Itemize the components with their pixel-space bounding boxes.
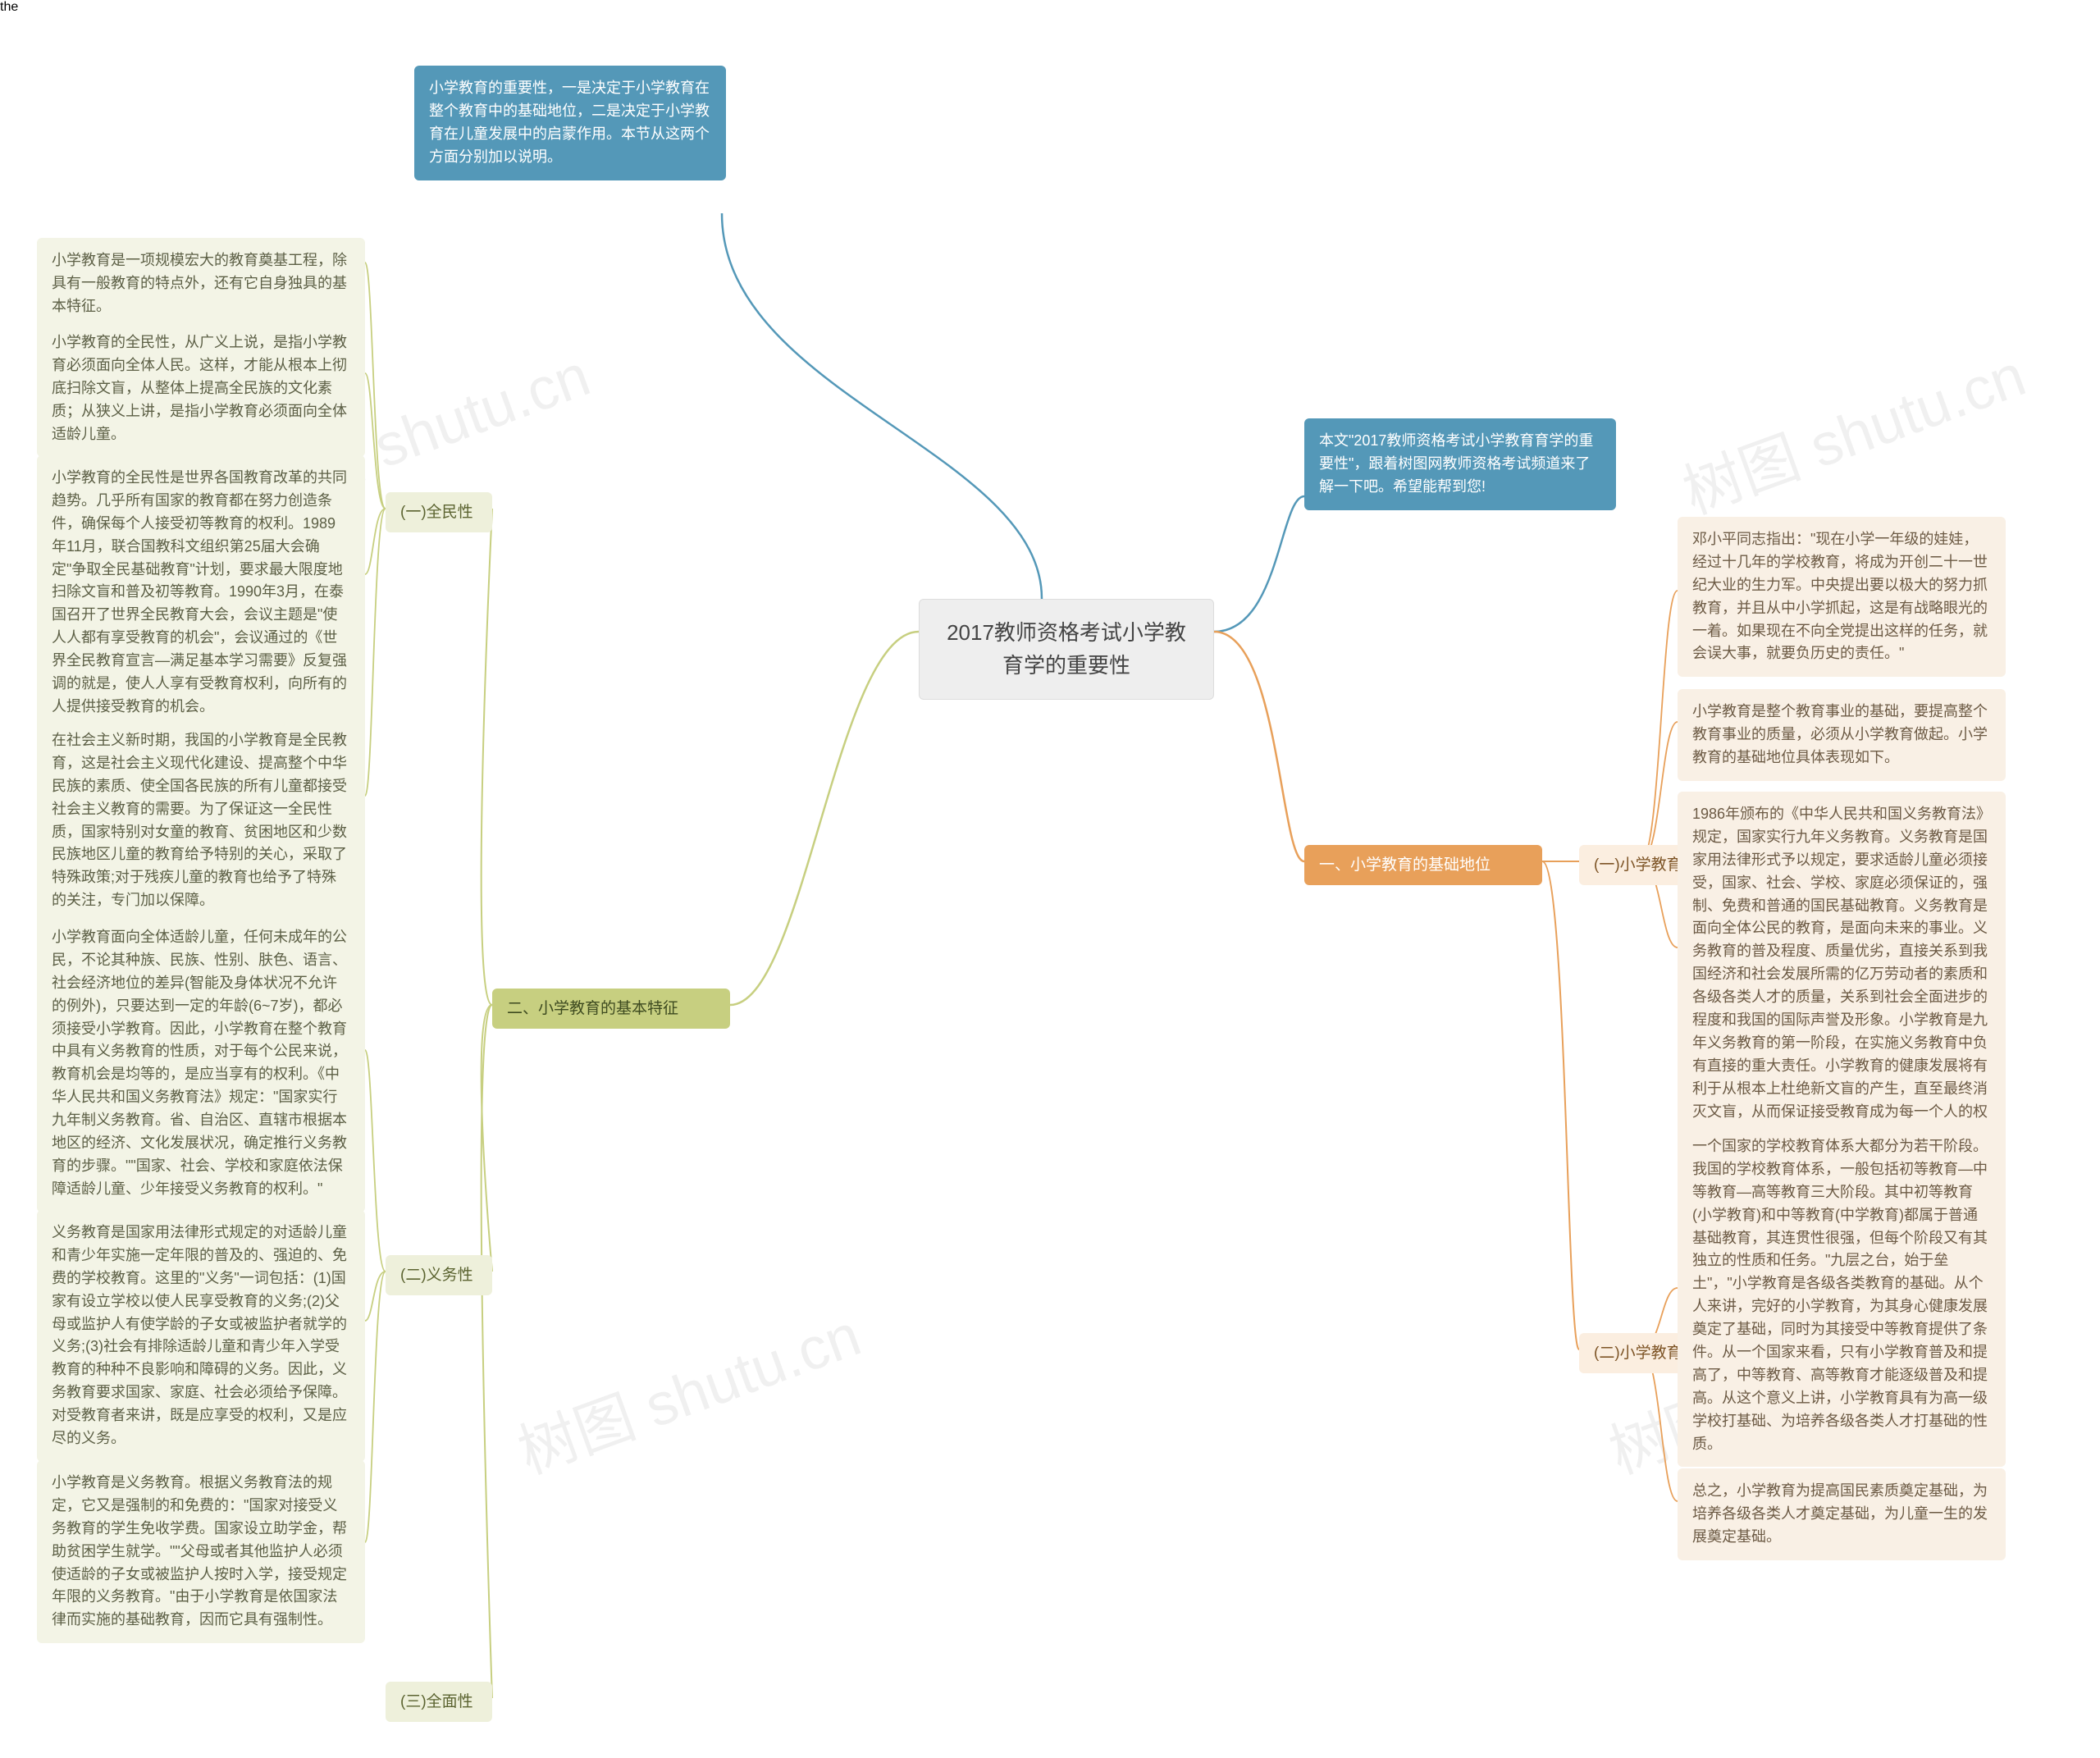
branch-left-sub3[interactable]: (三)全面性	[386, 1682, 492, 1722]
leaf-node[interactable]: 义务教育是国家用法律形式规定的对适龄儿童和青少年实施一定年限的普及的、强迫的、免…	[37, 1210, 365, 1462]
leaf-node[interactable]: 总之，小学教育为提高国民素质奠定基础，为培养各级各类人才奠定基础，为儿童一生的发…	[1678, 1468, 2006, 1560]
intro-node-right[interactable]: 本文"2017教师资格考试小学教育育学的重要性"，跟着树图网教师资格考试频道来了…	[1304, 418, 1616, 510]
intro-node-top[interactable]: 小学教育的重要性，一是决定于小学教育在整个教育中的基础地位，二是决定于小学教育在…	[414, 66, 726, 180]
watermark: 树图 shutu.cn	[504, 1287, 870, 1491]
leaf-node[interactable]: 小学教育是一项规模宏大的教育奠基工程，除具有一般教育的特点外，还有它自身独具的基…	[37, 238, 365, 330]
branch-left-sub1[interactable]: (一)全民性	[386, 492, 492, 532]
leaf-node[interactable]: 一个国家的学校教育体系大都分为若干阶段。我国的学校教育体系，一般包括初等教育—中…	[1678, 1124, 2006, 1467]
leaf-node[interactable]: 1986年颁布的《中华人民共和国义务教育法》规定，国家实行九年义务教育。义务教育…	[1678, 792, 2006, 1158]
leaf-node[interactable]: 小学教育的全民性是世界各国教育改革的共同趋势。几乎所有国家的教育都在努力创造条件…	[37, 455, 365, 730]
leaf-node[interactable]: 小学教育面向全体适龄儿童，任何未成年的公民，不论其种族、民族、性别、肤色、语言、…	[37, 915, 365, 1212]
leaf-node[interactable]: 小学教育是整个教育事业的基础，要提高整个教育事业的质量，必须从小学教育做起。小学…	[1678, 689, 2006, 781]
leaf-node[interactable]: 小学教育是义务教育。根据义务教育法的规定，它又是强制的和免费的："国家对接受义务…	[37, 1460, 365, 1643]
branch-right[interactable]: 一、小学教育的基础地位	[1304, 845, 1542, 885]
leaf-node[interactable]: 在社会主义新时期，我国的小学教育是全民教育，这是社会主义现代化建设、提高整个中华…	[37, 718, 365, 924]
center-node[interactable]: 2017教师资格考试小学教育学的重要性	[919, 599, 1214, 700]
leaf-node[interactable]: 邓小平同志指出："现在小学一年级的娃娃，经过十几年的学校教育，将成为开创二十一世…	[1678, 517, 2006, 677]
leaf-node[interactable]: 小学教育的全民性，从广义上说，是指小学教育必须面向全体人民。这样，才能从根本上彻…	[37, 320, 365, 457]
branch-left-sub2[interactable]: (二)义务性	[386, 1255, 492, 1295]
branch-left[interactable]: 二、小学教育的基本特征	[492, 989, 730, 1029]
watermark: 树图 shutu.cn	[1669, 327, 2035, 531]
